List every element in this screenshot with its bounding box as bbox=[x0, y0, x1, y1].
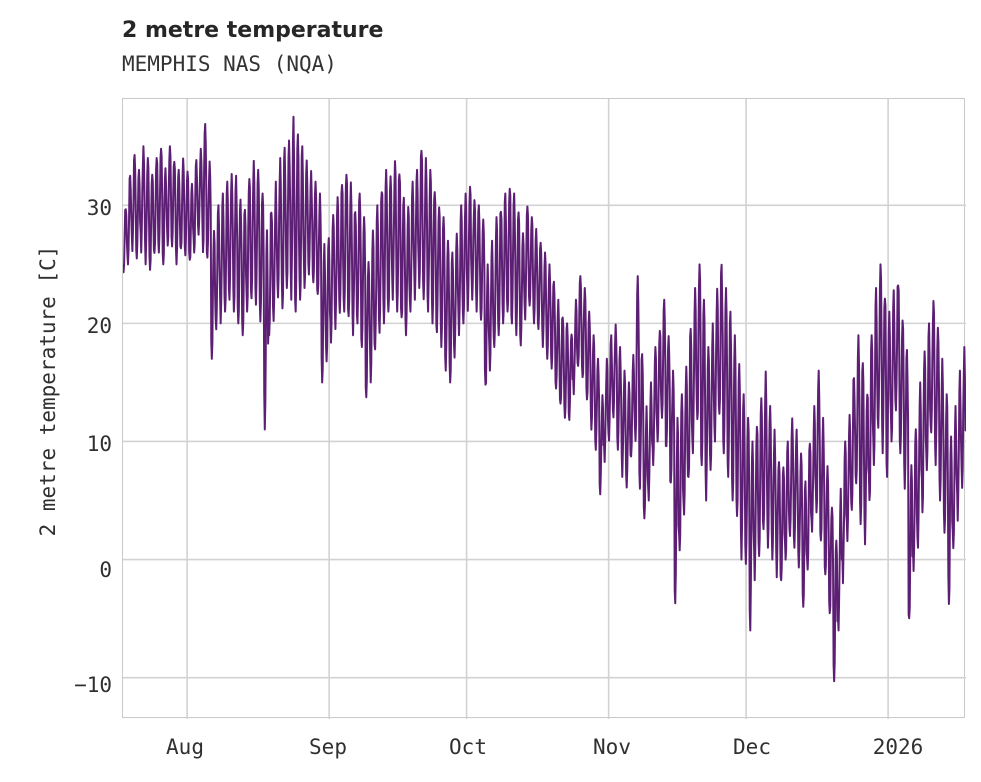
y-axis-tick-labels: 30 20 10 0 −10 bbox=[0, 0, 112, 782]
x-tick-label: Oct bbox=[449, 735, 487, 759]
x-tick-label: Aug bbox=[166, 735, 204, 759]
x-tick-label: Nov bbox=[593, 735, 631, 759]
series-lines bbox=[123, 115, 966, 683]
y-tick-label: −10 bbox=[74, 673, 112, 697]
x-tick-label: Dec bbox=[733, 735, 771, 759]
page-title: 2 metre temperature bbox=[122, 18, 384, 43]
x-tick-label: 2026 bbox=[872, 735, 924, 759]
plot-area bbox=[122, 98, 966, 719]
x-tick-label: Sep bbox=[309, 735, 347, 759]
chart-subtitle: MEMPHIS NAS (NQA) bbox=[122, 52, 337, 76]
y-tick-label: 10 bbox=[86, 432, 112, 456]
y-tick-label: 0 bbox=[99, 558, 112, 582]
y-tick-label: 20 bbox=[86, 314, 112, 338]
timeseries-plot bbox=[123, 99, 966, 719]
y-tick-label: 30 bbox=[86, 196, 112, 220]
